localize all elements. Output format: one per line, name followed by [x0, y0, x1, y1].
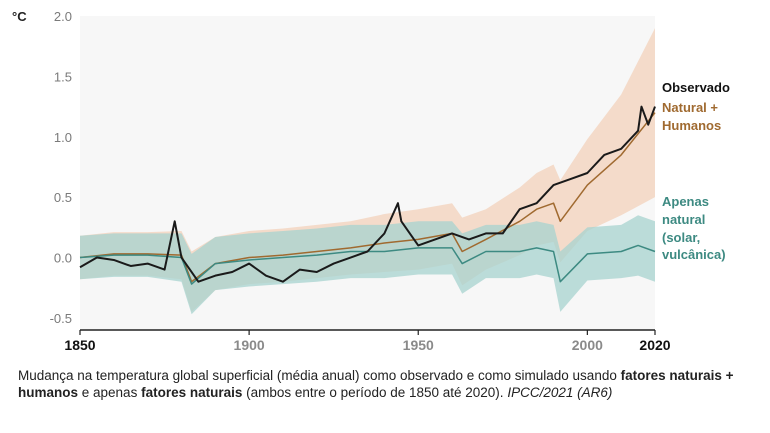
series-label-2: Humanos	[662, 118, 721, 133]
caption-text-2: e apenas	[78, 385, 142, 400]
caption-bold-2: fatores naturais	[141, 385, 243, 400]
x-axis-ticks: 1850 1900 1950 2000 2020	[64, 330, 671, 353]
series-label-3: Apenas	[662, 194, 709, 209]
y-tick-label-2.0: 2.0	[54, 9, 72, 24]
x-tick-label-1950: 1950	[403, 337, 434, 353]
x-tick-label-1900: 1900	[234, 337, 265, 353]
y-tick-label-0.0: 0.0	[54, 251, 72, 266]
series-labels: Observado Natural + Humanos Apenas natural (s…	[662, 80, 730, 262]
caption-text-1: Mudança na temperatura global superficia…	[18, 368, 621, 383]
x-tick-label-2000: 2000	[572, 337, 603, 353]
y-tick-label--0.5: -0.5	[50, 311, 72, 326]
figure-caption: Mudança na temperatura global superficia…	[18, 367, 758, 401]
series-label-0: Observado	[662, 80, 730, 95]
caption-source: IPCC/2021 (AR6)	[507, 385, 613, 400]
series-label-5: (solar,	[662, 230, 700, 245]
caption-bold-1: fatores naturais + humanos	[18, 368, 734, 400]
caption-text-3: (ambos entre o período de 1850 até 2020)…	[242, 385, 508, 400]
y-tick-label-0.5: 0.5	[54, 190, 72, 205]
line-series-0	[79, 105, 656, 283]
x-tick-label-1850: 1850	[64, 337, 95, 353]
line-series-1	[79, 112, 656, 283]
x-tick-label-2020: 2020	[639, 337, 670, 353]
series-label-4: natural	[662, 212, 705, 227]
series-label-6: vulcânica)	[662, 247, 726, 262]
y-axis-ticks: 2.0 1.5 1.0 0.5 0.0 -0.5	[50, 9, 72, 326]
y-tick-label-1.0: 1.0	[54, 130, 72, 145]
band-series-2	[80, 215, 655, 315]
series-label-1: Natural +	[662, 100, 718, 115]
series-lines	[79, 105, 656, 285]
line-series-2	[79, 244, 656, 285]
temperature-chart: 1850 1900 1950 2000 2020 2.0 1.5 1.0 0.5 0.0 -0.5…	[12, 9, 730, 353]
y-tick-label-1.5: 1.5	[54, 69, 72, 84]
uncertainty-bands	[80, 28, 655, 315]
y-unit-label: °C	[12, 9, 27, 24]
